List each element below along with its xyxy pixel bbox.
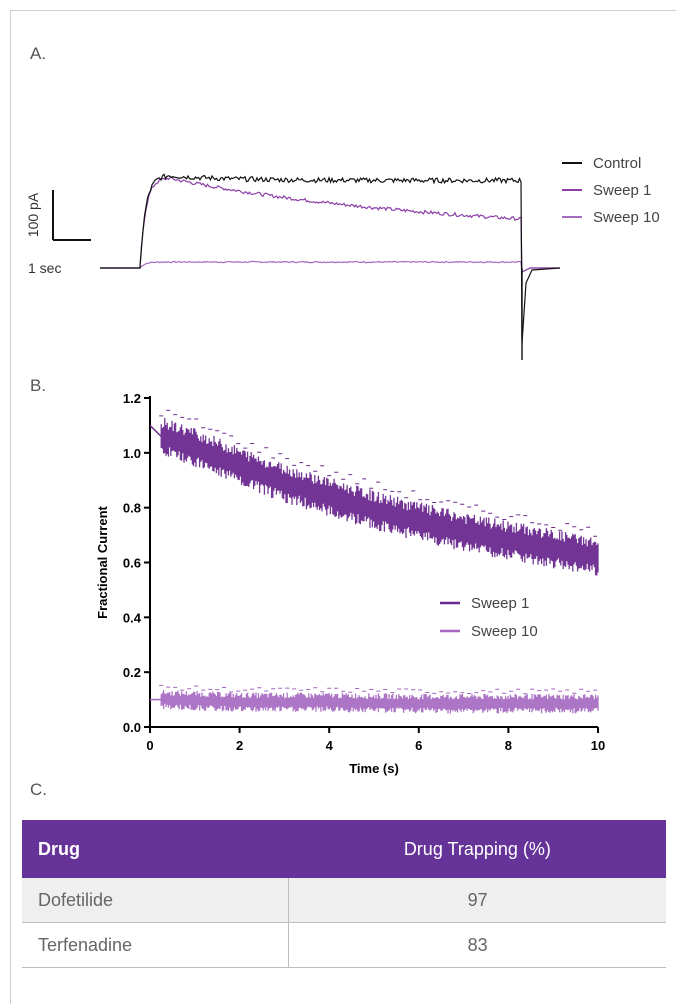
series-band-sweep-10: [160, 690, 599, 714]
series-band-sweep-1: [160, 417, 599, 576]
y-axis-label: Fractional Current: [95, 505, 110, 618]
y-tick-label: 0.6: [123, 556, 141, 571]
y-tick-label: 0.2: [123, 665, 141, 680]
legend-label: Sweep 10: [593, 209, 660, 226]
trace-chart: 100 pA 1 sec Control Sweep 1 Sweep 10: [25, 155, 660, 360]
panel-a-label: A.: [30, 44, 47, 63]
table-header-row: Drug Drug Trapping (%): [22, 820, 666, 878]
table-cell-drug: Dofetilide: [22, 878, 289, 923]
trace-sweep-1: [100, 176, 560, 273]
panel-b-label: B.: [30, 376, 47, 395]
panel-c-label: C.: [30, 780, 47, 799]
series-start-segment: [149, 424, 162, 437]
legend-label: Sweep 10: [471, 623, 538, 640]
table-cell-trapping: 97: [288, 878, 666, 923]
scale-bar-current-label: 100 pA: [25, 192, 41, 237]
legend-label: Sweep 1: [471, 595, 529, 612]
y-tick-label: 1.2: [123, 391, 141, 406]
table-cell-trapping: 83: [288, 922, 666, 968]
x-tick-label: 8: [505, 738, 512, 753]
x-axis-label: Time (s): [349, 761, 399, 776]
table-header-drug: Drug: [22, 820, 289, 878]
trace-sweep-10: [100, 260, 560, 273]
scale-bar-time-label: 1 sec: [28, 260, 61, 276]
x-tick-label: 10: [591, 738, 605, 753]
trace-control: [100, 173, 561, 344]
x-tick-label: 2: [236, 738, 243, 753]
table-cell-drug: Terfenadine: [22, 922, 289, 968]
table-row: Dofetilide 97: [22, 878, 666, 923]
legend-label: Sweep 1: [593, 182, 651, 199]
series-errorbars-sweep-10: [159, 684, 598, 695]
fractional-current-chart: 0.0 0.2 0.4 0.6 0.8 1.0 1.2 0 2 4 6 8 10 Time (s) Frac…: [95, 391, 605, 776]
drug-trapping-table: Drug Drug Trapping (%) Dofetilide 97 Ter…: [22, 820, 666, 968]
x-tick-label: 4: [326, 738, 334, 753]
y-tick-label: 0.0: [123, 720, 141, 735]
y-tick-label: 0.8: [123, 501, 141, 516]
x-tick-label: 0: [146, 738, 153, 753]
table-row: Terfenadine 83: [22, 922, 666, 968]
x-tick-label: 6: [415, 738, 422, 753]
y-tick-label: 1.0: [123, 446, 141, 461]
figure-frame: [10, 10, 676, 1004]
y-tick-label: 0.4: [123, 610, 142, 625]
table-header-trapping: Drug Trapping (%): [288, 820, 666, 878]
legend-label: Control: [593, 155, 641, 172]
series-errorbars-sweep-1: [159, 409, 598, 537]
